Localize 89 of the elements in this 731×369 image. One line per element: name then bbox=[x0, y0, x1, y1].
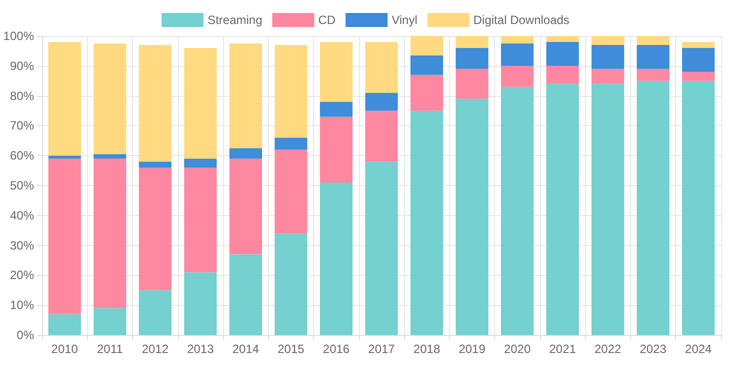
bar bbox=[274, 150, 308, 234]
y-tick-label: 10% bbox=[10, 298, 34, 312]
bar bbox=[546, 84, 579, 335]
bar bbox=[636, 68, 670, 81]
x-tick-label: 2022 bbox=[594, 342, 622, 356]
x-tick-label: 2018 bbox=[413, 342, 440, 356]
y-tick-label: 30% bbox=[10, 238, 34, 252]
bar bbox=[48, 314, 81, 335]
bar bbox=[682, 72, 715, 81]
bar bbox=[138, 44, 172, 162]
bar bbox=[636, 80, 670, 335]
y-tick-label: 0% bbox=[16, 328, 34, 342]
x-tick-label: 2021 bbox=[549, 342, 576, 356]
bar bbox=[636, 36, 670, 45]
bar bbox=[320, 42, 353, 102]
bar bbox=[138, 168, 172, 290]
y-tick-label: 90% bbox=[10, 58, 34, 73]
bar bbox=[184, 158, 217, 168]
bar bbox=[274, 138, 308, 150]
bar bbox=[229, 148, 262, 159]
bar bbox=[456, 48, 488, 69]
x-tick-label: 2011 bbox=[96, 342, 124, 356]
bar bbox=[94, 43, 126, 154]
bar bbox=[138, 290, 172, 335]
y-tick-label: 40% bbox=[10, 208, 34, 222]
bar bbox=[229, 254, 262, 335]
bar bbox=[94, 158, 126, 308]
y-tick-label: 100% bbox=[3, 29, 34, 43]
x-tick-label: 2013 bbox=[187, 342, 214, 356]
bar bbox=[138, 162, 172, 168]
bar bbox=[636, 44, 670, 69]
bar bbox=[184, 272, 217, 335]
bar bbox=[682, 48, 715, 72]
bar bbox=[48, 42, 81, 156]
bar bbox=[274, 233, 308, 335]
legend-label: Vinyl bbox=[392, 13, 418, 27]
x-tick-label: 2023 bbox=[640, 342, 667, 356]
bar bbox=[365, 42, 398, 93]
bar bbox=[501, 86, 534, 335]
legend-label: Digital Downloads bbox=[473, 13, 570, 27]
y-tick-label: 60% bbox=[10, 148, 34, 163]
y-tick-label: 70% bbox=[10, 118, 34, 133]
bar bbox=[546, 36, 579, 42]
bar bbox=[229, 43, 262, 148]
bar bbox=[365, 92, 398, 111]
bar bbox=[501, 43, 534, 66]
bar bbox=[410, 55, 444, 75]
bar bbox=[184, 48, 217, 159]
bar bbox=[229, 158, 262, 254]
bar bbox=[682, 80, 715, 335]
x-tick-label: 2010 bbox=[51, 342, 78, 356]
x-tick-label: 2012 bbox=[142, 342, 169, 356]
bar bbox=[365, 162, 398, 335]
bar bbox=[546, 66, 579, 84]
bar bbox=[410, 74, 444, 111]
bar bbox=[320, 102, 353, 117]
x-tick-label: 2017 bbox=[368, 342, 396, 356]
bar bbox=[501, 36, 534, 44]
legend-label: CD bbox=[318, 13, 336, 27]
x-tick-label: 2020 bbox=[504, 342, 531, 356]
bar bbox=[94, 154, 126, 159]
x-tick-label: 2024 bbox=[685, 342, 712, 356]
bar bbox=[592, 84, 624, 335]
bar bbox=[184, 168, 217, 272]
bar bbox=[456, 68, 488, 99]
bar bbox=[682, 42, 715, 48]
bar bbox=[592, 36, 624, 45]
bar bbox=[320, 116, 353, 183]
bar bbox=[456, 98, 488, 335]
x-tick-label: 2019 bbox=[458, 342, 486, 356]
bar bbox=[320, 182, 353, 335]
y-tick-label: 20% bbox=[10, 268, 34, 282]
x-tick-label: 2014 bbox=[232, 342, 260, 356]
bar bbox=[274, 44, 308, 138]
bar bbox=[410, 110, 444, 335]
y-tick-label: 50% bbox=[10, 178, 34, 192]
bar bbox=[365, 110, 398, 162]
y-tick-label: 80% bbox=[10, 88, 34, 103]
bar bbox=[48, 158, 81, 314]
legend-label: Streaming bbox=[208, 13, 262, 27]
x-tick-label: 2016 bbox=[322, 342, 350, 356]
bar bbox=[592, 68, 624, 84]
bar bbox=[546, 42, 579, 66]
x-tick-label: 2015 bbox=[278, 342, 305, 356]
bar bbox=[456, 36, 488, 48]
bar bbox=[592, 44, 624, 69]
bar bbox=[94, 308, 126, 335]
bar bbox=[410, 36, 444, 56]
bar bbox=[501, 66, 534, 87]
